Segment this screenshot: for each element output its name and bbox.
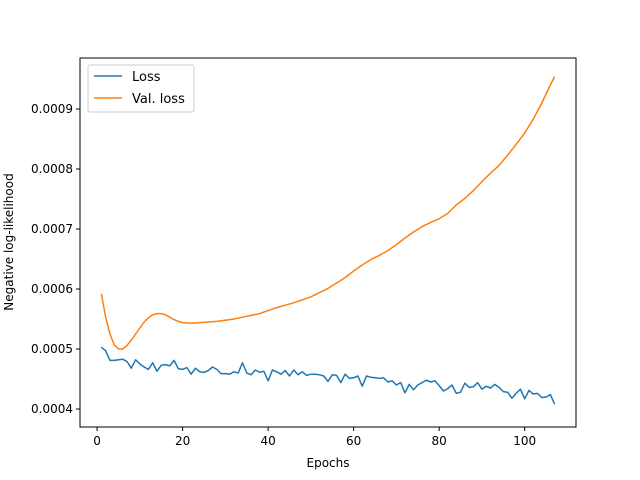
y-tick-label: 0.0007 [31,222,73,236]
x-tick-label: 40 [260,434,275,448]
series-line-val-loss [100,76,556,350]
plot-frame [79,57,577,428]
series-line-loss [100,346,556,405]
legend-label-val-loss: Val. loss [132,92,185,107]
y-tick-label: 0.0008 [31,162,73,176]
x-axis-ticks: 0 20 40 60 80 100 [93,427,536,448]
y-tick-label: 0.0005 [31,342,73,356]
legend-label-loss: Loss [132,70,161,85]
x-tick-label: 0 [93,434,101,448]
x-axis-label: Epochs [307,456,350,470]
x-tick-label: 100 [513,434,536,448]
y-axis-ticks: 0.0004 0.0005 0.0006 0.0007 0.0008 0.0009 [31,102,80,416]
y-tick-label: 0.0006 [31,282,73,296]
series-lines [100,76,556,405]
y-tick-label: 0.0009 [31,102,73,116]
x-tick-label: 20 [175,434,190,448]
y-axis-label: Negative log-likelihood [2,173,16,310]
x-tick-label: 80 [432,434,447,448]
legend: Loss Val. loss [87,64,195,113]
x-tick-label: 60 [346,434,361,448]
y-tick-label: 0.0004 [31,402,73,416]
